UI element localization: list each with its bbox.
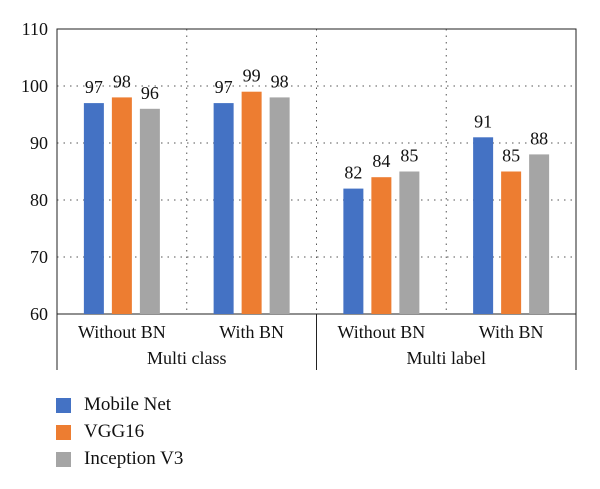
legend-item-inception-v3: Inception V3 bbox=[56, 447, 183, 471]
data-label-vgg16: 99 bbox=[243, 66, 261, 86]
x-category-label: With BN bbox=[479, 322, 544, 342]
bar-mobile-net bbox=[83, 103, 104, 314]
bar-mobile-net bbox=[213, 103, 234, 314]
bar-mobile-net bbox=[343, 188, 364, 314]
bar-inception-v3 bbox=[529, 154, 550, 314]
y-tick-label: 60 bbox=[30, 304, 48, 324]
legend: Mobile Net VGG16 Inception V3 bbox=[56, 393, 183, 474]
x-category-label: Without BN bbox=[78, 322, 166, 342]
data-label-mobile-net: 82 bbox=[344, 163, 362, 183]
data-label-inception-v3: 96 bbox=[141, 83, 159, 103]
legend-swatch-inception-v3 bbox=[56, 451, 71, 467]
bar-vgg16 bbox=[241, 91, 262, 314]
bar-vgg16 bbox=[111, 97, 132, 315]
y-tick-label: 70 bbox=[30, 247, 48, 267]
bar-mobile-net bbox=[473, 137, 494, 314]
bar-inception-v3 bbox=[139, 108, 160, 314]
data-label-mobile-net: 97 bbox=[85, 77, 103, 97]
x-group-label: Multi class bbox=[147, 348, 227, 368]
legend-label-mobile-net: Mobile Net bbox=[84, 394, 172, 415]
y-tick-label: 90 bbox=[30, 133, 48, 153]
legend-swatch-vgg16 bbox=[56, 424, 71, 440]
data-label-mobile-net: 97 bbox=[215, 77, 233, 97]
data-label-vgg16: 84 bbox=[372, 151, 390, 171]
x-category-label: Without BN bbox=[337, 322, 425, 342]
data-label-inception-v3: 88 bbox=[530, 128, 548, 148]
data-label-inception-v3: 98 bbox=[271, 71, 289, 91]
bar-chart: 60 70 80 90 100 110 97 98 96 Without BN 97 99 98 With… bbox=[21, 19, 577, 370]
y-tick-label: 100 bbox=[21, 76, 48, 96]
data-label-inception-v3: 85 bbox=[400, 146, 418, 166]
plot-border bbox=[56, 28, 577, 315]
legend-label-inception-v3: Inception V3 bbox=[84, 448, 184, 469]
y-tick-label: 80 bbox=[30, 190, 48, 210]
legend-label-vgg16: VGG16 bbox=[84, 421, 145, 442]
data-label-vgg16: 98 bbox=[113, 71, 131, 91]
legend-item-vgg16: VGG16 bbox=[56, 420, 183, 444]
bar-inception-v3 bbox=[399, 171, 420, 314]
bar-vgg16 bbox=[501, 171, 522, 314]
data-label-vgg16: 85 bbox=[502, 146, 520, 166]
x-group-label: Multi label bbox=[407, 348, 487, 368]
data-label-mobile-net: 91 bbox=[474, 111, 492, 131]
bar-inception-v3 bbox=[269, 97, 290, 315]
legend-swatch-mobile-net bbox=[56, 397, 71, 413]
y-tick-label: 110 bbox=[22, 19, 48, 39]
legend-item-mobile-net: Mobile Net bbox=[56, 393, 183, 417]
bar-vgg16 bbox=[371, 177, 392, 314]
x-category-label: With BN bbox=[219, 322, 284, 342]
